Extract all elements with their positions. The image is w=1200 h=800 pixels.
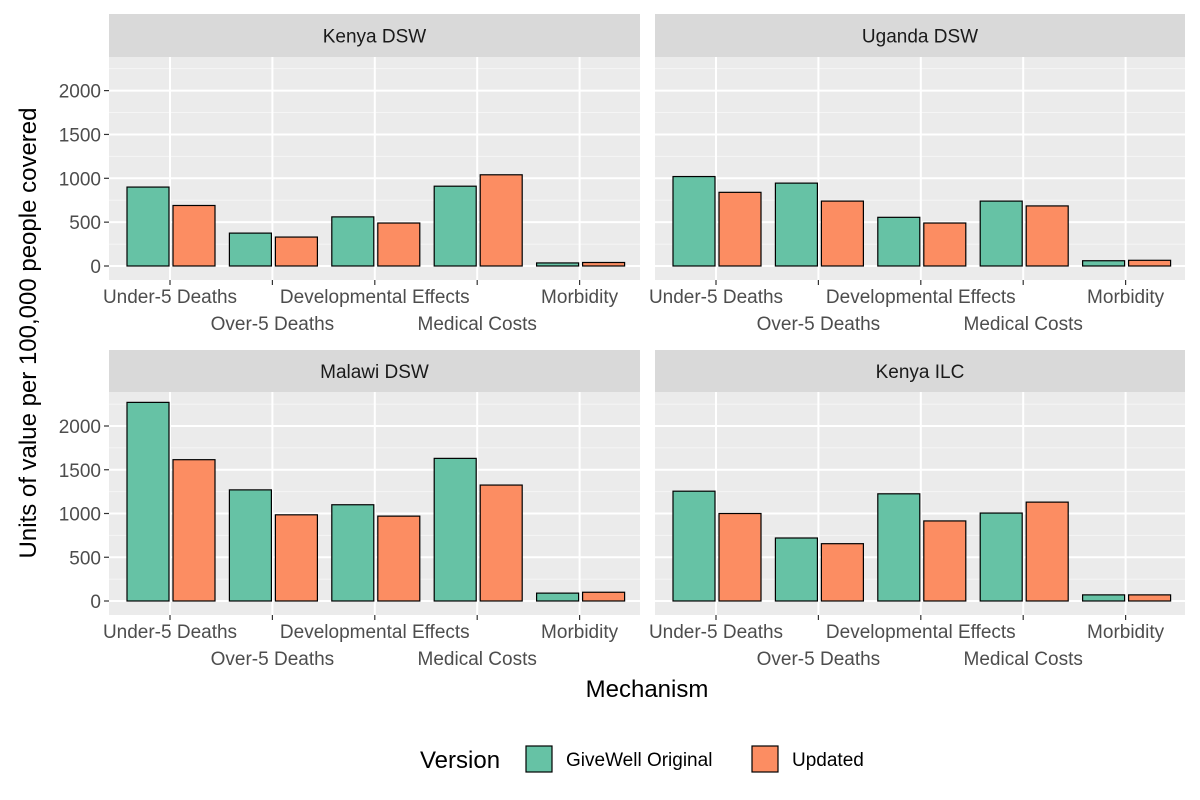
bar-givewell-original: [433, 457, 477, 602]
bar-updated: [718, 191, 762, 267]
x-tick-label: Medical Costs: [964, 314, 1083, 335]
facet-strip: [655, 14, 1185, 57]
bar-updated: [1127, 594, 1172, 602]
x-tick-label: Morbidity: [541, 287, 619, 308]
x-tick-label: Under-5 Deaths: [103, 287, 237, 308]
y-tick-label: 1000: [59, 169, 101, 190]
x-tick-label: Over-5 Deaths: [757, 314, 881, 335]
x-tick-label: Morbidity: [541, 622, 619, 643]
bar-givewell-original: [774, 537, 819, 602]
bar-updated: [923, 520, 967, 602]
bar-updated: [1127, 259, 1172, 267]
y-tick-label: 1500: [59, 125, 101, 146]
bar-updated: [820, 543, 865, 602]
bar-updated: [479, 484, 523, 602]
y-tick-label: 2000: [59, 82, 101, 103]
bar-updated: [581, 591, 626, 602]
bar-updated: [479, 174, 523, 267]
bar-updated: [718, 512, 762, 602]
bar-givewell-original: [228, 232, 272, 267]
facet-strip: [655, 350, 1185, 392]
bar-updated: [1025, 205, 1069, 267]
x-tick-label: Over-5 Deaths: [211, 649, 335, 670]
facet-strip: [109, 14, 640, 57]
facet-title: Uganda DSW: [862, 27, 978, 48]
legend: Version GiveWell Original Updated: [420, 745, 864, 774]
y-tick-label: 1500: [59, 461, 101, 482]
x-tick-label: Developmental Effects: [280, 622, 470, 643]
legend-label: Updated: [792, 750, 864, 771]
x-tick-label: Medical Costs: [418, 649, 537, 670]
y-tick-label: 500: [69, 213, 101, 234]
bar-givewell-original: [126, 401, 170, 602]
bar-givewell-original: [774, 182, 819, 267]
x-tick-label: Medical Costs: [964, 649, 1083, 670]
bar-givewell-original: [535, 262, 580, 267]
facet-panel: Malawi DSW Under-5 Deaths Over-5 Deaths Dev…: [59, 350, 640, 670]
bar-updated: [377, 222, 421, 267]
bar-updated: [581, 261, 626, 267]
bar-updated: [274, 236, 318, 267]
facet-title: Malawi DSW: [320, 362, 429, 383]
bar-updated: [820, 200, 865, 267]
bar-givewell-original: [877, 216, 921, 267]
facet-title: Kenya ILC: [876, 362, 965, 383]
x-tick-label: Medical Costs: [418, 314, 537, 335]
bar-updated: [923, 222, 967, 267]
bar-updated: [172, 459, 216, 602]
legend-title: Version: [420, 747, 500, 774]
x-tick-label: Under-5 Deaths: [649, 622, 783, 643]
facet-panel: Kenya ILC Under-5 Deaths Over-5 Deaths Deve…: [649, 350, 1185, 670]
x-axis-title: Mechanism: [586, 676, 709, 703]
bar-givewell-original: [228, 489, 272, 602]
bar-givewell-original: [1081, 594, 1126, 602]
y-axis-title: Units of value per 100,000 people covere…: [15, 108, 42, 559]
facet-panel: Uganda DSW Under-5 Deaths Over-5 Deaths Dev…: [649, 14, 1185, 335]
facet-panel: Kenya DSW Under-5 Deaths Over-5 Deaths Deve…: [59, 14, 640, 335]
bar-givewell-original: [672, 175, 716, 267]
bar-givewell-original: [979, 512, 1023, 602]
bar-updated: [377, 515, 421, 602]
facet-strip: [109, 350, 640, 392]
y-tick-label: 0: [90, 257, 101, 278]
legend-label: GiveWell Original: [566, 750, 712, 771]
y-tick-label: 1000: [59, 505, 101, 526]
bar-givewell-original: [535, 592, 580, 602]
bar-givewell-original: [331, 216, 375, 267]
facet-panels: Kenya DSW Under-5 Deaths Over-5 Deaths Deve…: [59, 14, 1185, 670]
bar-givewell-original: [877, 493, 921, 602]
legend-key: [751, 745, 779, 773]
bar-givewell-original: [672, 490, 716, 602]
x-tick-label: Under-5 Deaths: [649, 287, 783, 308]
x-tick-label: Developmental Effects: [826, 287, 1016, 308]
bar-updated: [172, 204, 216, 267]
x-tick-label: Developmental Effects: [280, 287, 470, 308]
y-tick-label: 0: [90, 592, 101, 613]
bar-updated: [274, 514, 318, 602]
bar-givewell-original: [979, 200, 1023, 267]
y-tick-label: 2000: [59, 417, 101, 438]
x-tick-label: Developmental Effects: [826, 622, 1016, 643]
bar-givewell-original: [1081, 260, 1126, 267]
legend-key: [525, 745, 553, 773]
y-tick-label: 500: [69, 548, 101, 569]
x-tick-label: Morbidity: [1087, 622, 1165, 643]
bar-givewell-original: [331, 504, 375, 602]
x-tick-label: Under-5 Deaths: [103, 622, 237, 643]
x-tick-label: Morbidity: [1087, 287, 1165, 308]
bar-updated: [1025, 501, 1069, 602]
bar-givewell-original: [126, 186, 170, 267]
bar-givewell-original: [433, 185, 477, 267]
x-tick-label: Over-5 Deaths: [211, 314, 335, 335]
x-tick-label: Over-5 Deaths: [757, 649, 881, 670]
facet-title: Kenya DSW: [323, 27, 427, 48]
